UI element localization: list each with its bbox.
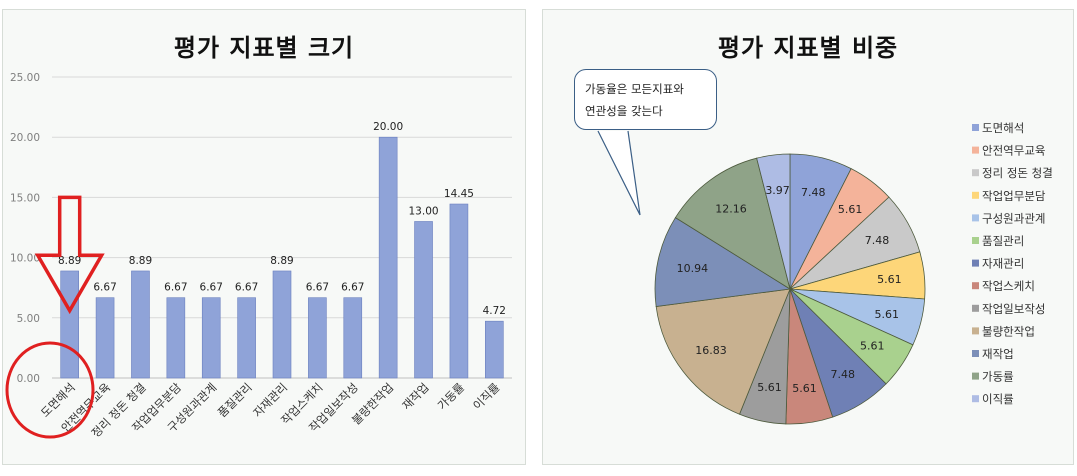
legend-label: 가동률 [982,370,1014,384]
pie-slice [655,288,791,415]
bar-data-label: 6.67 [200,282,223,294]
x-category-label: 가동률 [435,380,467,412]
red-arrow-annotation [34,195,105,315]
y-tick-label: 0.00 [17,373,40,385]
pie-slice [654,217,792,307]
bar [378,136,398,379]
bar-data-label: 6.67 [93,282,116,294]
legend-swatch [972,124,979,131]
legend-swatch [972,237,979,244]
bar [414,221,433,379]
bar-data-label: 4.72 [483,305,506,317]
pie-data-label: 10.94 [677,262,709,275]
red-circle-annotation [5,341,95,439]
legend-swatch [972,259,979,267]
callout-text-line-2: 연관성을 갖는다 [585,104,663,118]
pie-data-label: 5.61 [877,273,902,286]
pie-data-label: 3.97 [765,184,790,197]
pie-data-label: 5.61 [875,308,900,321]
y-tick-label: 5.00 [17,313,40,325]
legend-label: 재작업 [982,347,1014,361]
bar [131,270,150,379]
y-tick-label: 20.00 [10,132,40,144]
bar [272,270,292,379]
callout-bubble: 가동율은 모든지표와 연관성을 갖는다 [574,69,717,130]
bar-chart-panel: 평가 지표별 크기 [2,9,526,465]
pie-data-label: 5.61 [757,381,782,394]
x-category-label: 재작업 [399,380,431,412]
legend-label: 안전역무교육 [982,144,1045,158]
pie-data-label: 5.61 [838,203,863,216]
bar-data-label: 6.67 [235,282,258,294]
legend-label: 이직률 [982,392,1014,406]
bar-data-label: 14.45 [444,188,474,200]
callout-text-line-1: 가동율은 모든지표와 [585,82,684,96]
legend-swatch [972,282,979,290]
bar [95,297,115,379]
pie-data-label: 7.48 [865,234,890,247]
bar-data-label: 6.67 [341,282,364,294]
bar [308,297,327,379]
legend-swatch [972,395,979,403]
x-category-label: 품질관리 [215,380,255,420]
y-tick-label: 15.00 [10,192,40,204]
pie-slice [756,153,791,290]
legend-label: 품질관리 [982,234,1024,248]
bar-data-label: 8.89 [270,255,293,267]
bar [60,270,79,379]
bar-data-label: 6.67 [306,282,329,294]
legend-swatch [972,214,979,222]
pie-data-label: 5.61 [792,382,817,395]
bar-data-label: 20.00 [373,121,403,133]
pie-chart-title: 평가 지표별 비중 [717,34,899,62]
callout-pointer [597,130,641,216]
pie-data-label: 16.83 [695,344,727,357]
legend-label: 작업스케치 [982,279,1035,293]
bar [449,203,469,379]
bar [237,297,256,379]
legend-label: 불량한작업 [982,324,1035,338]
legend-swatch [972,372,979,380]
bar [201,297,221,379]
legend-label: 작업일보작성 [982,302,1045,316]
bar [343,297,363,379]
y-tick-label: 25.00 [10,72,40,84]
legend-label: 작업업무분담 [982,189,1046,203]
x-category-label: 이직률 [470,380,502,412]
legend-swatch [972,191,979,199]
legend-label: 자재관리 [982,257,1024,271]
legend-label: 정리 정돈 청결 [982,166,1053,180]
legend-swatch [972,146,979,154]
bar-data-label: 8.89 [58,255,81,267]
pie-data-label: 7.48 [831,368,856,381]
legend-label: 도면해석 [982,121,1024,135]
bar-chart-title: 평가 지표별 크기 [173,34,355,62]
bar [485,320,504,379]
y-tick-label: 10.00 [10,253,40,265]
pie-slice [674,157,791,290]
legend-swatch [972,304,979,312]
pie-data-label: 7.48 [801,186,826,199]
bar-data-label: 6.67 [164,282,187,294]
legend-label: 구성원과관계 [982,211,1045,225]
pie-data-label: 12.16 [715,202,747,215]
legend-swatch [972,169,979,177]
bar-data-label: 13.00 [409,205,439,217]
bar-data-label: 8.89 [129,255,152,267]
pie-data-label: 5.61 [860,340,885,353]
legend-swatch [972,350,979,357]
bar [166,297,186,379]
legend-swatch [972,327,979,335]
